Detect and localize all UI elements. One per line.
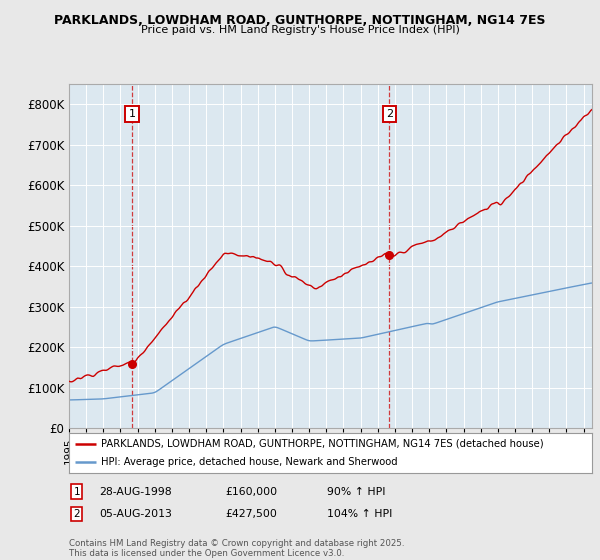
Text: 2: 2 <box>73 509 80 519</box>
Text: 1: 1 <box>73 487 80 497</box>
Text: £427,500: £427,500 <box>225 509 277 519</box>
Text: HPI: Average price, detached house, Newark and Sherwood: HPI: Average price, detached house, Newa… <box>101 458 398 467</box>
Text: £160,000: £160,000 <box>225 487 277 497</box>
Text: Contains HM Land Registry data © Crown copyright and database right 2025.
This d: Contains HM Land Registry data © Crown c… <box>69 539 404 558</box>
Text: 2: 2 <box>386 109 393 119</box>
Text: 104% ↑ HPI: 104% ↑ HPI <box>327 509 392 519</box>
Text: PARKLANDS, LOWDHAM ROAD, GUNTHORPE, NOTTINGHAM, NG14 7ES: PARKLANDS, LOWDHAM ROAD, GUNTHORPE, NOTT… <box>54 14 546 27</box>
Text: 1: 1 <box>128 109 136 119</box>
Text: PARKLANDS, LOWDHAM ROAD, GUNTHORPE, NOTTINGHAM, NG14 7ES (detached house): PARKLANDS, LOWDHAM ROAD, GUNTHORPE, NOTT… <box>101 439 544 449</box>
Text: 28-AUG-1998: 28-AUG-1998 <box>99 487 172 497</box>
Text: 90% ↑ HPI: 90% ↑ HPI <box>327 487 386 497</box>
Text: Price paid vs. HM Land Registry's House Price Index (HPI): Price paid vs. HM Land Registry's House … <box>140 25 460 35</box>
Text: 05-AUG-2013: 05-AUG-2013 <box>99 509 172 519</box>
